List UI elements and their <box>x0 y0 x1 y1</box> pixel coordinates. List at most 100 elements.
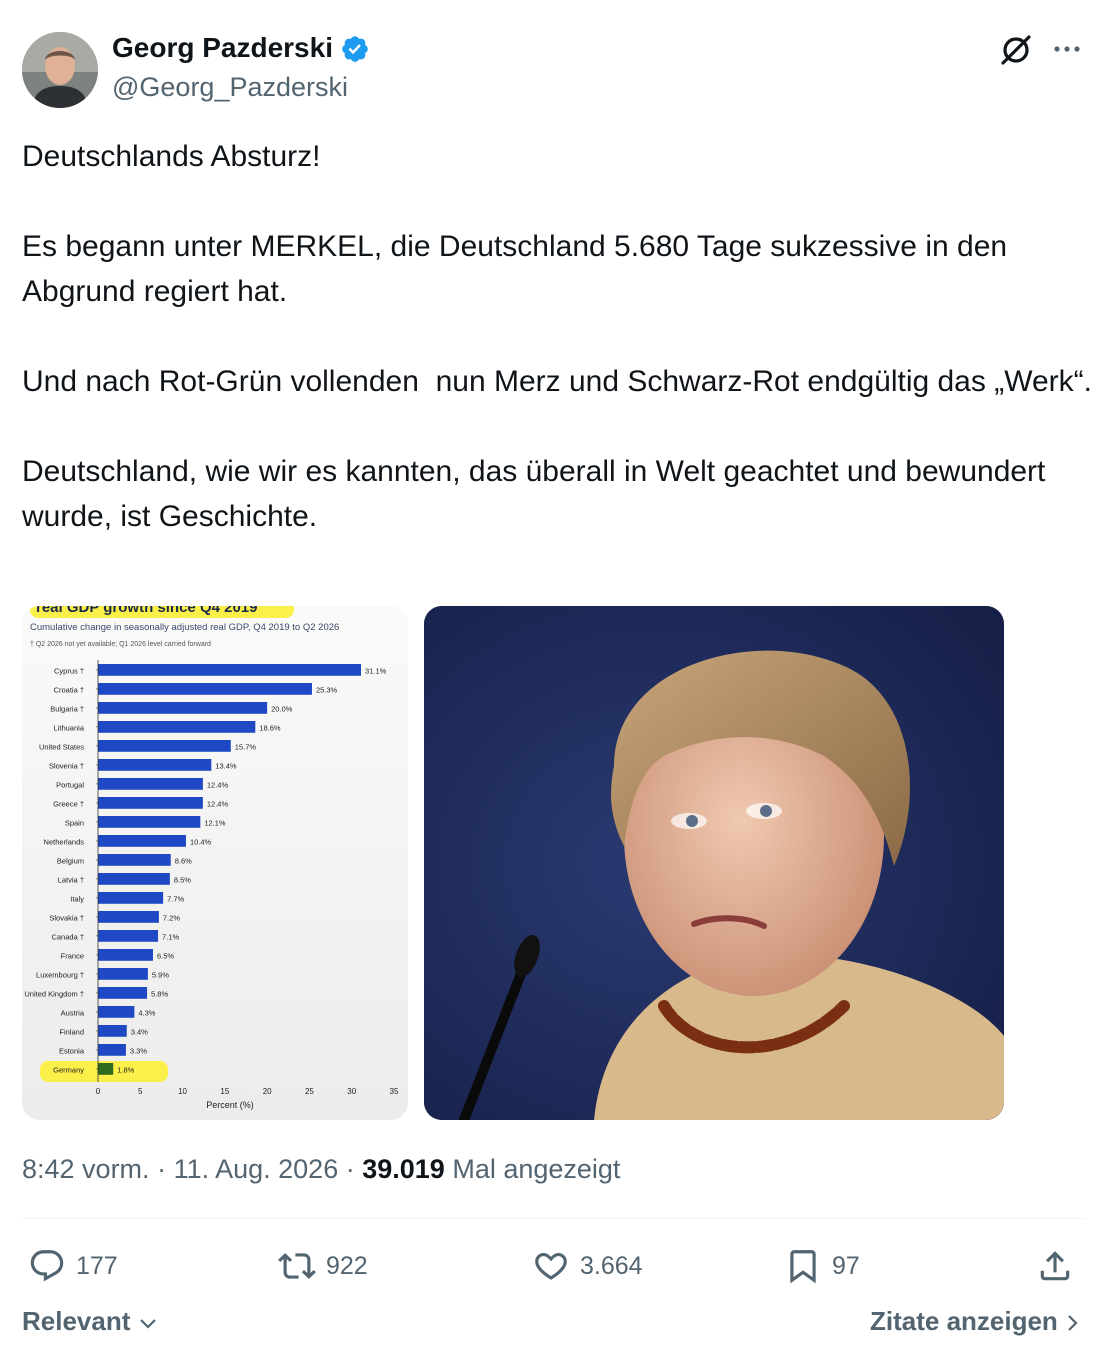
sort-dropdown[interactable]: Relevant <box>22 1306 158 1337</box>
tweet-paragraph: Es begann unter MERKEL, die Deutschland … <box>22 230 1014 308</box>
views-label: Mal angezeigt <box>452 1154 621 1184</box>
tweet-meta: 8:42 vorm. · 11. Aug. 2026 · 39.019 Mal … <box>22 1154 620 1185</box>
chart-category-label: Austria <box>61 1008 85 1017</box>
retweet-icon <box>278 1253 316 1279</box>
chart-value-label: 7.2% <box>163 913 180 922</box>
chart-value-label: 20.0% <box>271 704 293 713</box>
chart-bar <box>98 797 203 809</box>
chart-category-label: Finland <box>59 1027 84 1036</box>
chart-category-label: Greece † <box>53 799 84 808</box>
chart-bar <box>98 949 153 961</box>
chart-category-label: United States <box>39 742 84 751</box>
chevron-down-icon <box>139 1319 156 1329</box>
tweet-paragraph: Deutschland, wie wir es kannten, das übe… <box>22 455 1054 533</box>
divider <box>22 1218 1084 1219</box>
avatar[interactable] <box>22 32 98 108</box>
chart-bar <box>98 968 148 980</box>
chart-x-tick-label: 30 <box>347 1087 356 1096</box>
chart-value-label: 15.7% <box>235 742 257 751</box>
chart-category-label: Latvia † <box>58 875 84 884</box>
chart-category-label: Spain <box>65 818 84 827</box>
chart-category-label: Slovenia † <box>49 761 84 770</box>
chart-value-label: 3.3% <box>130 1046 147 1055</box>
chart-value-label: 3.4% <box>131 1027 148 1036</box>
chart-category-label: Lithuania <box>54 723 85 732</box>
chart-value-label: 8.5% <box>174 875 191 884</box>
chart-category-label: Croatia † <box>54 685 84 694</box>
reply-icon <box>30 1250 64 1282</box>
grok-icon[interactable] <box>998 32 1034 68</box>
chart-category-label: Bulgaria † <box>50 704 84 713</box>
chart-value-label: 31.1% <box>365 666 387 675</box>
chart-bar <box>98 759 212 771</box>
chart-x-tick-label: 20 <box>263 1087 272 1096</box>
chart-value-label: 25.3% <box>316 685 338 694</box>
chart-bar <box>98 778 203 790</box>
reply-button[interactable]: 177 <box>28 1244 118 1288</box>
chart-title: real GDP growth since Q4 2019 <box>36 606 257 616</box>
meta-separator: · <box>149 1154 174 1184</box>
view-count: 39.019 <box>362 1154 445 1184</box>
chart-value-label: 13.4% <box>215 761 237 770</box>
chart-title-highlight <box>30 606 294 618</box>
chart-x-tick-label: 25 <box>305 1087 314 1096</box>
chart-value-label: 5.9% <box>152 970 169 979</box>
heart-icon <box>535 1253 567 1280</box>
chart-category-label: United Kingdom † <box>24 989 84 998</box>
tweet-time[interactable]: 8:42 vorm. <box>22 1154 150 1184</box>
chart-category-label: Slovakia † <box>49 913 84 922</box>
chart-category-label: Cyprus † <box>54 666 84 675</box>
chart-bar <box>98 1025 127 1037</box>
like-count: 3.664 <box>580 1251 643 1280</box>
retweet-button[interactable]: 922 <box>278 1244 368 1288</box>
chart-category-label: France <box>61 951 84 960</box>
chart-x-tick-label: 10 <box>178 1087 187 1096</box>
chart-subtitle: Cumulative change in seasonally adjusted… <box>30 622 339 633</box>
media-photo[interactable] <box>424 606 1004 1120</box>
author-handle[interactable]: @Georg_Pazderski <box>112 72 349 102</box>
verified-badge-icon <box>340 34 370 64</box>
chart-bar <box>98 1063 114 1075</box>
share-button[interactable] <box>1036 1244 1074 1288</box>
chart-bar <box>98 835 186 847</box>
chart-bar <box>98 873 170 885</box>
chart-category-label: Estonia <box>59 1046 85 1055</box>
chart-value-label: 6.5% <box>157 951 174 960</box>
meta-separator: · <box>338 1154 363 1184</box>
chart-note: † Q2 2026 not yet available; Q1 2026 lev… <box>30 641 211 648</box>
chart-value-label: 8.6% <box>175 856 192 865</box>
chart-x-tick-label: 15 <box>220 1087 229 1096</box>
chart-category-label: Portugal <box>56 780 84 789</box>
more-icon[interactable] <box>1050 32 1084 66</box>
like-button[interactable]: 3.664 <box>532 1244 643 1288</box>
chart-bar <box>98 987 148 999</box>
chart-bar <box>98 892 164 904</box>
chart-value-label: 12.1% <box>204 818 226 827</box>
bookmark-button[interactable]: 97 <box>784 1244 860 1288</box>
tweet-text: Deutschlands Absturz! Es begann unter ME… <box>22 134 1092 539</box>
chart-x-tick-label: 35 <box>390 1087 399 1096</box>
chart-bar <box>98 1044 126 1056</box>
view-quotes-link[interactable]: Zitate anzeigen <box>870 1306 1079 1337</box>
retweet-count: 922 <box>326 1251 368 1280</box>
chart-category-label: Germany <box>53 1065 84 1074</box>
media-chart-image[interactable]: real GDP growth since Q4 2019 Cumulative… <box>22 606 408 1120</box>
chart-bar <box>98 930 159 942</box>
tweet-date[interactable]: 11. Aug. 2026 <box>173 1154 339 1184</box>
chart-bar <box>98 702 268 714</box>
chevron-right-icon <box>1068 1315 1078 1331</box>
chart-bar <box>98 1006 135 1018</box>
chart-category-label: Luxembourg † <box>36 970 84 979</box>
sort-label: Relevant <box>22 1306 131 1336</box>
chart-value-label: 10.4% <box>190 837 212 846</box>
gdp-chart: real GDP growth since Q4 2019 Cumulative… <box>22 606 408 1120</box>
chart-category-label: Belgium <box>57 856 84 865</box>
chart-bar <box>98 816 201 828</box>
chart-category-label: Canada † <box>51 932 84 941</box>
reply-count: 177 <box>76 1251 118 1280</box>
tweet-paragraph: Deutschlands Absturz! <box>22 140 321 173</box>
chart-value-label: 1.8% <box>117 1065 134 1074</box>
author-name[interactable]: Georg Pazderski <box>112 32 333 63</box>
bookmark-count: 97 <box>832 1251 860 1280</box>
chart-bar <box>98 664 362 676</box>
